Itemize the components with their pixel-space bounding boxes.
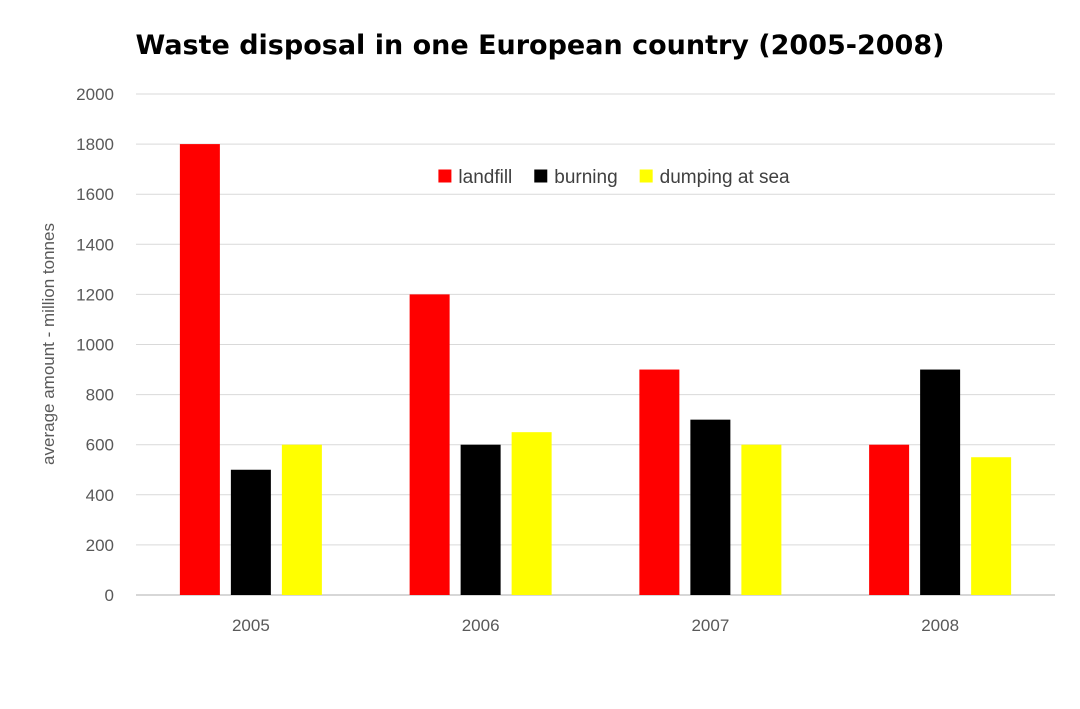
bar-landfill-2005 [179, 144, 220, 595]
bar-dumping-at-sea-2007 [741, 444, 782, 595]
bar-landfill-2008 [869, 444, 910, 595]
y-tick-label: 2000 [76, 85, 114, 104]
legend-swatch-dumping-at-sea [639, 169, 653, 183]
y-axis-label: average amount - million tonnes [39, 223, 58, 465]
y-tick-label: 1000 [76, 336, 114, 355]
legend-swatch-landfill [438, 169, 452, 183]
y-tick-label: 600 [86, 436, 114, 455]
bars [179, 144, 1012, 595]
bar-landfill-2007 [639, 369, 680, 595]
y-tick-label: 0 [105, 586, 114, 605]
bar-dumping-at-sea-2006 [511, 432, 552, 595]
bar-landfill-2006 [409, 294, 450, 595]
y-tick-label: 1800 [76, 135, 114, 154]
bar-burning-2008 [920, 369, 961, 595]
chart-title: Waste disposal in one European country (… [136, 30, 945, 61]
y-axis-ticks: 0 200 400 600 800 1000 1200 1400 1600 1800 2000 [76, 85, 114, 605]
x-tick-label: 2007 [691, 616, 729, 635]
legend-label: dumping at sea [660, 167, 790, 188]
bar-dumping-at-sea-2005 [281, 444, 322, 595]
y-tick-label: 1400 [76, 235, 114, 254]
bar-burning-2005 [230, 469, 271, 595]
x-tick-label: 2006 [462, 616, 500, 635]
legend-swatch-burning [534, 169, 548, 183]
x-axis-ticks: 2005 2006 2007 2008 [232, 616, 959, 635]
legend-label: landfill [458, 167, 512, 188]
y-tick-label: 800 [86, 386, 114, 405]
x-tick-label: 2005 [232, 616, 270, 635]
x-tick-label: 2008 [921, 616, 959, 635]
legend: landfill burning dumping at sea [438, 167, 790, 188]
bar-burning-2006 [460, 444, 501, 595]
y-tick-label: 1600 [76, 185, 114, 204]
y-tick-label: 400 [86, 486, 114, 505]
legend-label: burning [554, 167, 617, 188]
y-tick-label: 200 [86, 536, 114, 555]
bar-burning-2007 [690, 419, 731, 595]
y-tick-label: 1200 [76, 285, 114, 304]
bar-dumping-at-sea-2008 [971, 457, 1012, 595]
